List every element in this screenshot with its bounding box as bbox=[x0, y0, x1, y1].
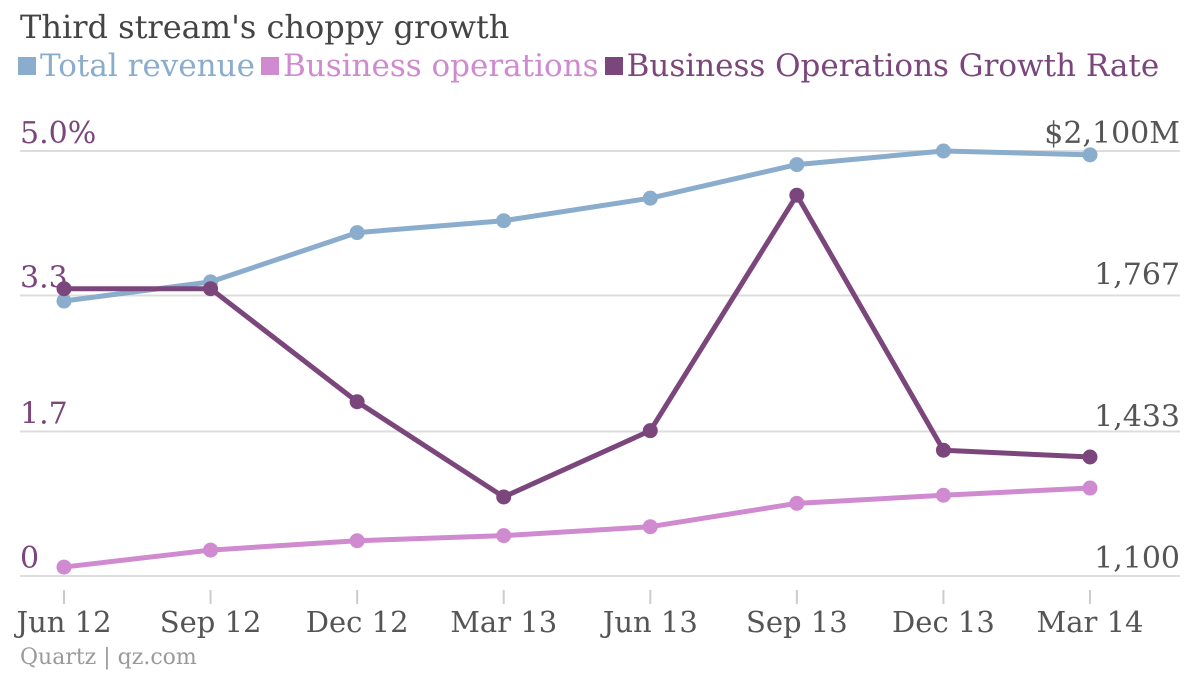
data-point-business-operations bbox=[1082, 480, 1098, 496]
data-point-total-revenue bbox=[56, 293, 72, 309]
data-point-business-operations bbox=[349, 533, 365, 549]
legend-item-business-operations: Business operations bbox=[260, 48, 599, 84]
chart-title: Third stream's choppy growth bbox=[20, 8, 510, 46]
series-line-business-operations-growth-rate bbox=[61, 192, 1093, 500]
data-point-business-operations-growth-rate bbox=[789, 187, 805, 203]
data-point-total-revenue bbox=[935, 143, 951, 159]
data-point-business-operations bbox=[642, 519, 658, 535]
legend-swatch bbox=[260, 57, 279, 75]
data-point-total-revenue bbox=[349, 225, 365, 241]
source-credit: Quartz | qz.com bbox=[20, 645, 197, 670]
right-axis-tick-label: 1,767 bbox=[1094, 258, 1180, 293]
legend-swatch bbox=[18, 57, 36, 75]
data-point-business-operations-growth-rate bbox=[642, 423, 658, 439]
right-axis-tick-label: $2,100M bbox=[1044, 116, 1180, 151]
data-point-total-revenue bbox=[496, 213, 512, 229]
x-axis-tick-label: Dec 13 bbox=[892, 605, 995, 639]
data-point-business-operations-growth-rate bbox=[935, 442, 951, 458]
data-point-business-operations-growth-rate bbox=[496, 489, 512, 505]
data-point-business-operations-growth-rate bbox=[203, 281, 219, 297]
data-point-business-operations-growth-rate bbox=[349, 394, 365, 410]
series-line-business-operations bbox=[61, 485, 1093, 570]
x-axis-tick-label: Mar 13 bbox=[450, 605, 557, 639]
data-point-total-revenue bbox=[642, 190, 658, 206]
legend-swatch bbox=[604, 57, 623, 75]
left-axis-tick-label: 0 bbox=[20, 541, 39, 576]
data-point-business-operations-growth-rate bbox=[56, 281, 72, 297]
left-axis-tick-label: 1.7 bbox=[20, 397, 68, 432]
legend-label: Business operations bbox=[282, 48, 599, 84]
x-axis-tick-label: Jun 12 bbox=[13, 605, 111, 639]
legend: Total revenue Business operations Business… bbox=[18, 48, 1165, 84]
data-point-business-operations bbox=[935, 487, 951, 503]
series-line-total-revenue bbox=[61, 148, 1093, 304]
legend-item-business-operations-growth-rate: Business Operations Growth Rate bbox=[604, 48, 1160, 84]
right-axis-tick-label: 1,100 bbox=[1094, 541, 1180, 576]
data-point-business-operations bbox=[496, 528, 512, 544]
data-point-total-revenue bbox=[789, 157, 805, 173]
data-point-total-revenue bbox=[1082, 147, 1098, 163]
x-axis-tick-label: Sep 12 bbox=[160, 605, 262, 639]
data-point-business-operations bbox=[56, 559, 72, 575]
x-axis-tick-label: Sep 13 bbox=[746, 605, 848, 639]
x-axis-tick-label: Mar 14 bbox=[1037, 605, 1144, 639]
legend-label: Business Operations Growth Rate bbox=[626, 48, 1160, 84]
right-axis-tick-label: 1,433 bbox=[1094, 399, 1180, 434]
x-axis-tick-label: Dec 12 bbox=[306, 605, 409, 639]
data-point-business-operations bbox=[789, 495, 805, 511]
left-axis-tick-label: 5.0% bbox=[20, 116, 96, 151]
data-point-business-operations bbox=[203, 542, 219, 558]
legend-item-total-revenue: Total revenue bbox=[18, 48, 255, 84]
legend-label: Total revenue bbox=[40, 48, 255, 84]
x-axis-tick-label: Jun 13 bbox=[600, 605, 698, 639]
data-point-business-operations-growth-rate bbox=[1082, 449, 1098, 465]
